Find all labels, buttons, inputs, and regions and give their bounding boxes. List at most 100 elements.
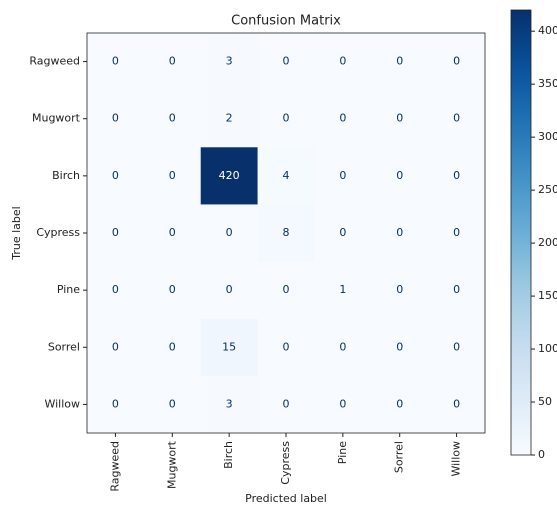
cell xyxy=(87,261,145,320)
x-tick-label: Birch xyxy=(222,441,235,469)
cell-label: 0 xyxy=(169,283,176,296)
cell-label: 2 xyxy=(226,112,233,125)
colorbar-tick-label: 250 xyxy=(538,183,557,196)
cell xyxy=(87,147,145,205)
cell-label: 8 xyxy=(283,226,290,239)
cell-label: 0 xyxy=(112,55,119,68)
cell-label: 0 xyxy=(339,397,346,410)
x-tick-label: Sorrel xyxy=(393,441,406,473)
cell xyxy=(428,33,486,91)
cell xyxy=(314,261,372,320)
colorbar-tick-label: 150 xyxy=(538,289,557,302)
cell-label: 4 xyxy=(283,169,290,182)
cell xyxy=(314,33,372,91)
cell-label: 0 xyxy=(396,397,403,410)
cell-label: 0 xyxy=(283,112,290,125)
x-tick-label: Mugwort xyxy=(165,440,178,489)
cell-label: 1 xyxy=(339,283,346,296)
cell xyxy=(200,147,259,205)
cell xyxy=(257,261,315,320)
y-tick-label: Cypress xyxy=(36,226,80,239)
cell xyxy=(87,33,145,91)
cell xyxy=(314,90,372,148)
cell-label: 420 xyxy=(219,169,240,182)
cell xyxy=(371,375,429,434)
cell-label: 0 xyxy=(453,226,460,239)
cell-label: 0 xyxy=(339,169,346,182)
cell xyxy=(87,375,145,434)
cell-label: 3 xyxy=(226,55,233,68)
cell xyxy=(143,90,202,148)
cell-label: 0 xyxy=(283,283,290,296)
colorbar-tick-label: 100 xyxy=(538,342,557,355)
cell-label: 0 xyxy=(396,169,403,182)
cell-label: 0 xyxy=(453,283,460,296)
cell-label: 0 xyxy=(112,112,119,125)
x-tick-label: Willow xyxy=(450,441,463,477)
y-tick-label: Pine xyxy=(57,283,80,296)
cell-label: 0 xyxy=(396,112,403,125)
cell xyxy=(200,204,259,263)
cell-label: 3 xyxy=(226,397,233,410)
cell-label: 0 xyxy=(396,340,403,353)
cell-label: 0 xyxy=(339,340,346,353)
cell xyxy=(257,204,315,263)
cell xyxy=(257,33,315,91)
cell xyxy=(428,375,486,434)
cell xyxy=(143,204,202,263)
cell xyxy=(87,90,145,148)
cell xyxy=(200,33,259,91)
colorbar-tick-label: 300 xyxy=(538,130,557,143)
y-tick-label: Birch xyxy=(52,169,80,182)
cell xyxy=(200,375,259,434)
cell-label: 0 xyxy=(283,397,290,410)
cell xyxy=(257,318,315,377)
cell xyxy=(257,375,315,434)
cell-label: 0 xyxy=(339,226,346,239)
cell xyxy=(371,261,429,320)
y-tick-label: Ragweed xyxy=(29,55,80,68)
cell xyxy=(428,261,486,320)
cell xyxy=(428,318,486,377)
cell xyxy=(87,204,145,263)
cell xyxy=(143,33,202,91)
cell-label: 0 xyxy=(396,55,403,68)
cell xyxy=(314,147,372,205)
cell xyxy=(371,318,429,377)
cell-label: 0 xyxy=(112,169,119,182)
cell-label: 0 xyxy=(112,226,119,239)
colorbar-tick-label: 350 xyxy=(538,77,557,90)
x-tick-label: Cypress xyxy=(279,441,292,485)
cell-label: 0 xyxy=(226,283,233,296)
cell-label: 0 xyxy=(339,112,346,125)
cell-label: 0 xyxy=(339,55,346,68)
y-tick-label: Sorrel xyxy=(48,340,80,353)
colorbar xyxy=(510,9,532,456)
chart-title: Confusion Matrix xyxy=(231,14,341,29)
y-tick-label: Mugwort xyxy=(32,112,81,125)
cell-label: 0 xyxy=(396,283,403,296)
cell xyxy=(257,90,315,148)
y-axis-label: True label xyxy=(10,206,23,260)
cell xyxy=(143,261,202,320)
cell xyxy=(143,147,202,205)
cell xyxy=(200,90,259,148)
colorbar-tick-label: 0 xyxy=(538,448,545,461)
cell xyxy=(371,33,429,91)
cell-label: 0 xyxy=(396,226,403,239)
colorbar-tick-label: 50 xyxy=(538,395,552,408)
cell-label: 0 xyxy=(169,226,176,239)
cell xyxy=(428,147,486,205)
cell xyxy=(371,90,429,148)
cell xyxy=(257,147,315,205)
cell-label: 0 xyxy=(112,397,119,410)
cell xyxy=(143,318,202,377)
x-tick-label: Pine xyxy=(336,441,349,464)
y-tick-label: Willow xyxy=(44,397,80,410)
cell-label: 0 xyxy=(169,340,176,353)
cell xyxy=(428,90,486,148)
x-axis-label: Predicted label xyxy=(245,492,327,505)
cell-label: 0 xyxy=(169,55,176,68)
colorbar-tick-label: 200 xyxy=(538,236,557,249)
